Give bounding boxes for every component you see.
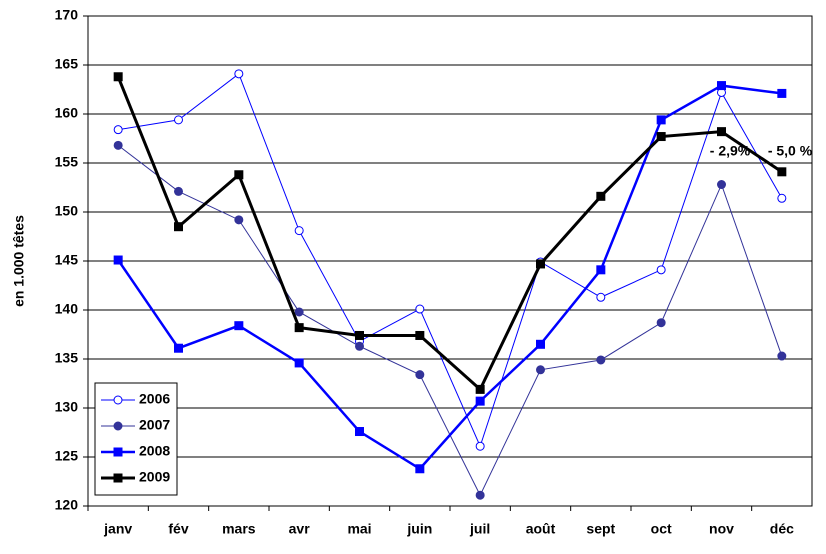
data-point xyxy=(234,69,244,79)
legend-marker xyxy=(113,421,123,431)
data-point xyxy=(174,343,183,353)
x-tick-label: juin xyxy=(406,521,432,537)
data-point xyxy=(777,167,787,177)
data-point xyxy=(777,193,787,203)
x-tick-label: août xyxy=(526,521,556,537)
data-point xyxy=(536,339,545,349)
data-point xyxy=(717,127,726,137)
x-tick-label: mars xyxy=(222,521,256,537)
data-point xyxy=(294,226,304,236)
data-point xyxy=(113,255,123,265)
legend-marker xyxy=(113,395,123,405)
data-point xyxy=(294,323,304,333)
legend-marker xyxy=(113,447,123,457)
data-point xyxy=(234,321,244,331)
data-point xyxy=(777,88,787,98)
data-point xyxy=(355,341,364,351)
data-point xyxy=(596,265,606,275)
data-point xyxy=(294,307,304,317)
x-tick-label: oct xyxy=(651,521,672,537)
annotation: - 2,9% xyxy=(710,143,751,159)
x-tick-label: déc xyxy=(770,521,794,537)
data-point xyxy=(415,370,425,380)
data-point xyxy=(475,384,485,394)
x-tick-label: nov xyxy=(709,521,734,537)
data-point xyxy=(113,140,123,150)
legend-box xyxy=(94,382,178,496)
data-point xyxy=(355,427,364,437)
data-point xyxy=(415,330,425,340)
x-tick-label: janv xyxy=(103,521,132,537)
x-tick-label: fév xyxy=(168,521,188,537)
y-tick-label: 125 xyxy=(55,448,79,464)
x-tick-label: mai xyxy=(347,521,371,537)
data-point xyxy=(113,125,123,135)
y-tick-label: 145 xyxy=(55,252,79,268)
y-tick-label: 150 xyxy=(55,203,79,219)
data-point xyxy=(717,81,726,91)
data-point xyxy=(475,490,485,500)
legend-marker xyxy=(113,473,123,483)
y-tick-label: 140 xyxy=(55,301,79,317)
data-point xyxy=(355,330,364,340)
y-tick-label: 160 xyxy=(55,105,79,121)
y-tick-label: 135 xyxy=(55,350,79,366)
data-point xyxy=(234,170,244,180)
legend: 2006 2007 2008 2009 xyxy=(94,382,178,496)
annotation: - 5,0 % xyxy=(768,143,813,159)
data-point xyxy=(113,72,123,82)
legend-label: 2009 xyxy=(139,469,170,485)
y-tick-label: 170 xyxy=(55,7,79,23)
data-point xyxy=(656,318,666,328)
data-point xyxy=(415,304,425,314)
y-axis-title: en 1.000 têtes xyxy=(11,215,27,307)
legend-label: 2006 xyxy=(139,391,170,407)
data-point xyxy=(656,115,666,125)
data-point xyxy=(596,355,606,365)
data-point xyxy=(596,191,606,201)
data-point xyxy=(777,351,787,361)
y-tick-label: 165 xyxy=(55,56,79,72)
data-point xyxy=(294,358,304,368)
series-line xyxy=(117,84,782,471)
x-tick-label: avr xyxy=(289,521,311,537)
data-point xyxy=(174,115,183,125)
data-point xyxy=(174,222,183,232)
series-line xyxy=(118,73,783,448)
data-point xyxy=(656,265,666,275)
data-point xyxy=(536,259,545,269)
y-tick-label: 120 xyxy=(55,497,79,513)
legend-label: 2007 xyxy=(139,417,170,433)
data-point xyxy=(415,464,425,474)
data-point xyxy=(596,292,606,302)
data-point xyxy=(536,365,545,375)
data-point xyxy=(475,441,485,451)
x-tick-label: juil xyxy=(469,521,490,537)
data-point xyxy=(234,215,244,225)
data-point xyxy=(174,186,183,196)
y-tick-label: 130 xyxy=(55,399,79,415)
data-point xyxy=(475,396,485,406)
series-line xyxy=(117,144,783,497)
y-tick-label: 155 xyxy=(55,154,79,170)
data-point xyxy=(656,132,666,142)
x-tick-label: sept xyxy=(586,521,615,537)
series-line xyxy=(116,76,783,392)
data-point xyxy=(717,180,726,190)
legend-label: 2008 xyxy=(139,443,170,459)
